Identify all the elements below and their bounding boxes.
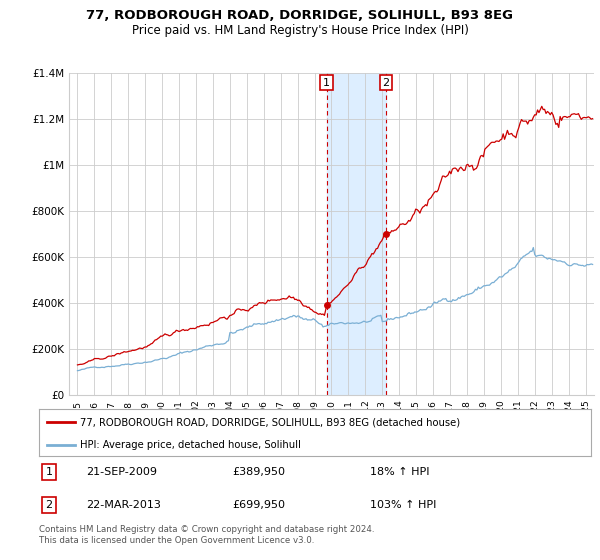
Text: HPI: Average price, detached house, Solihull: HPI: Average price, detached house, Soli… <box>80 440 301 450</box>
Text: 18% ↑ HPI: 18% ↑ HPI <box>370 467 430 477</box>
Text: 22-MAR-2013: 22-MAR-2013 <box>86 500 161 510</box>
Text: £389,950: £389,950 <box>232 467 285 477</box>
Text: 77, RODBOROUGH ROAD, DORRIDGE, SOLIHULL, B93 8EG: 77, RODBOROUGH ROAD, DORRIDGE, SOLIHULL,… <box>86 9 514 22</box>
Text: 21-SEP-2009: 21-SEP-2009 <box>86 467 157 477</box>
Text: £699,950: £699,950 <box>232 500 285 510</box>
Text: 1: 1 <box>323 78 330 87</box>
Bar <box>327 73 386 395</box>
Text: 2: 2 <box>46 500 53 510</box>
Text: 103% ↑ HPI: 103% ↑ HPI <box>370 500 437 510</box>
Text: Price paid vs. HM Land Registry's House Price Index (HPI): Price paid vs. HM Land Registry's House … <box>131 24 469 36</box>
Text: Contains HM Land Registry data © Crown copyright and database right 2024.
This d: Contains HM Land Registry data © Crown c… <box>39 525 374 545</box>
Text: 2: 2 <box>382 78 389 87</box>
Text: 1: 1 <box>46 467 53 477</box>
Text: 77, RODBOROUGH ROAD, DORRIDGE, SOLIHULL, B93 8EG (detached house): 77, RODBOROUGH ROAD, DORRIDGE, SOLIHULL,… <box>80 417 461 427</box>
